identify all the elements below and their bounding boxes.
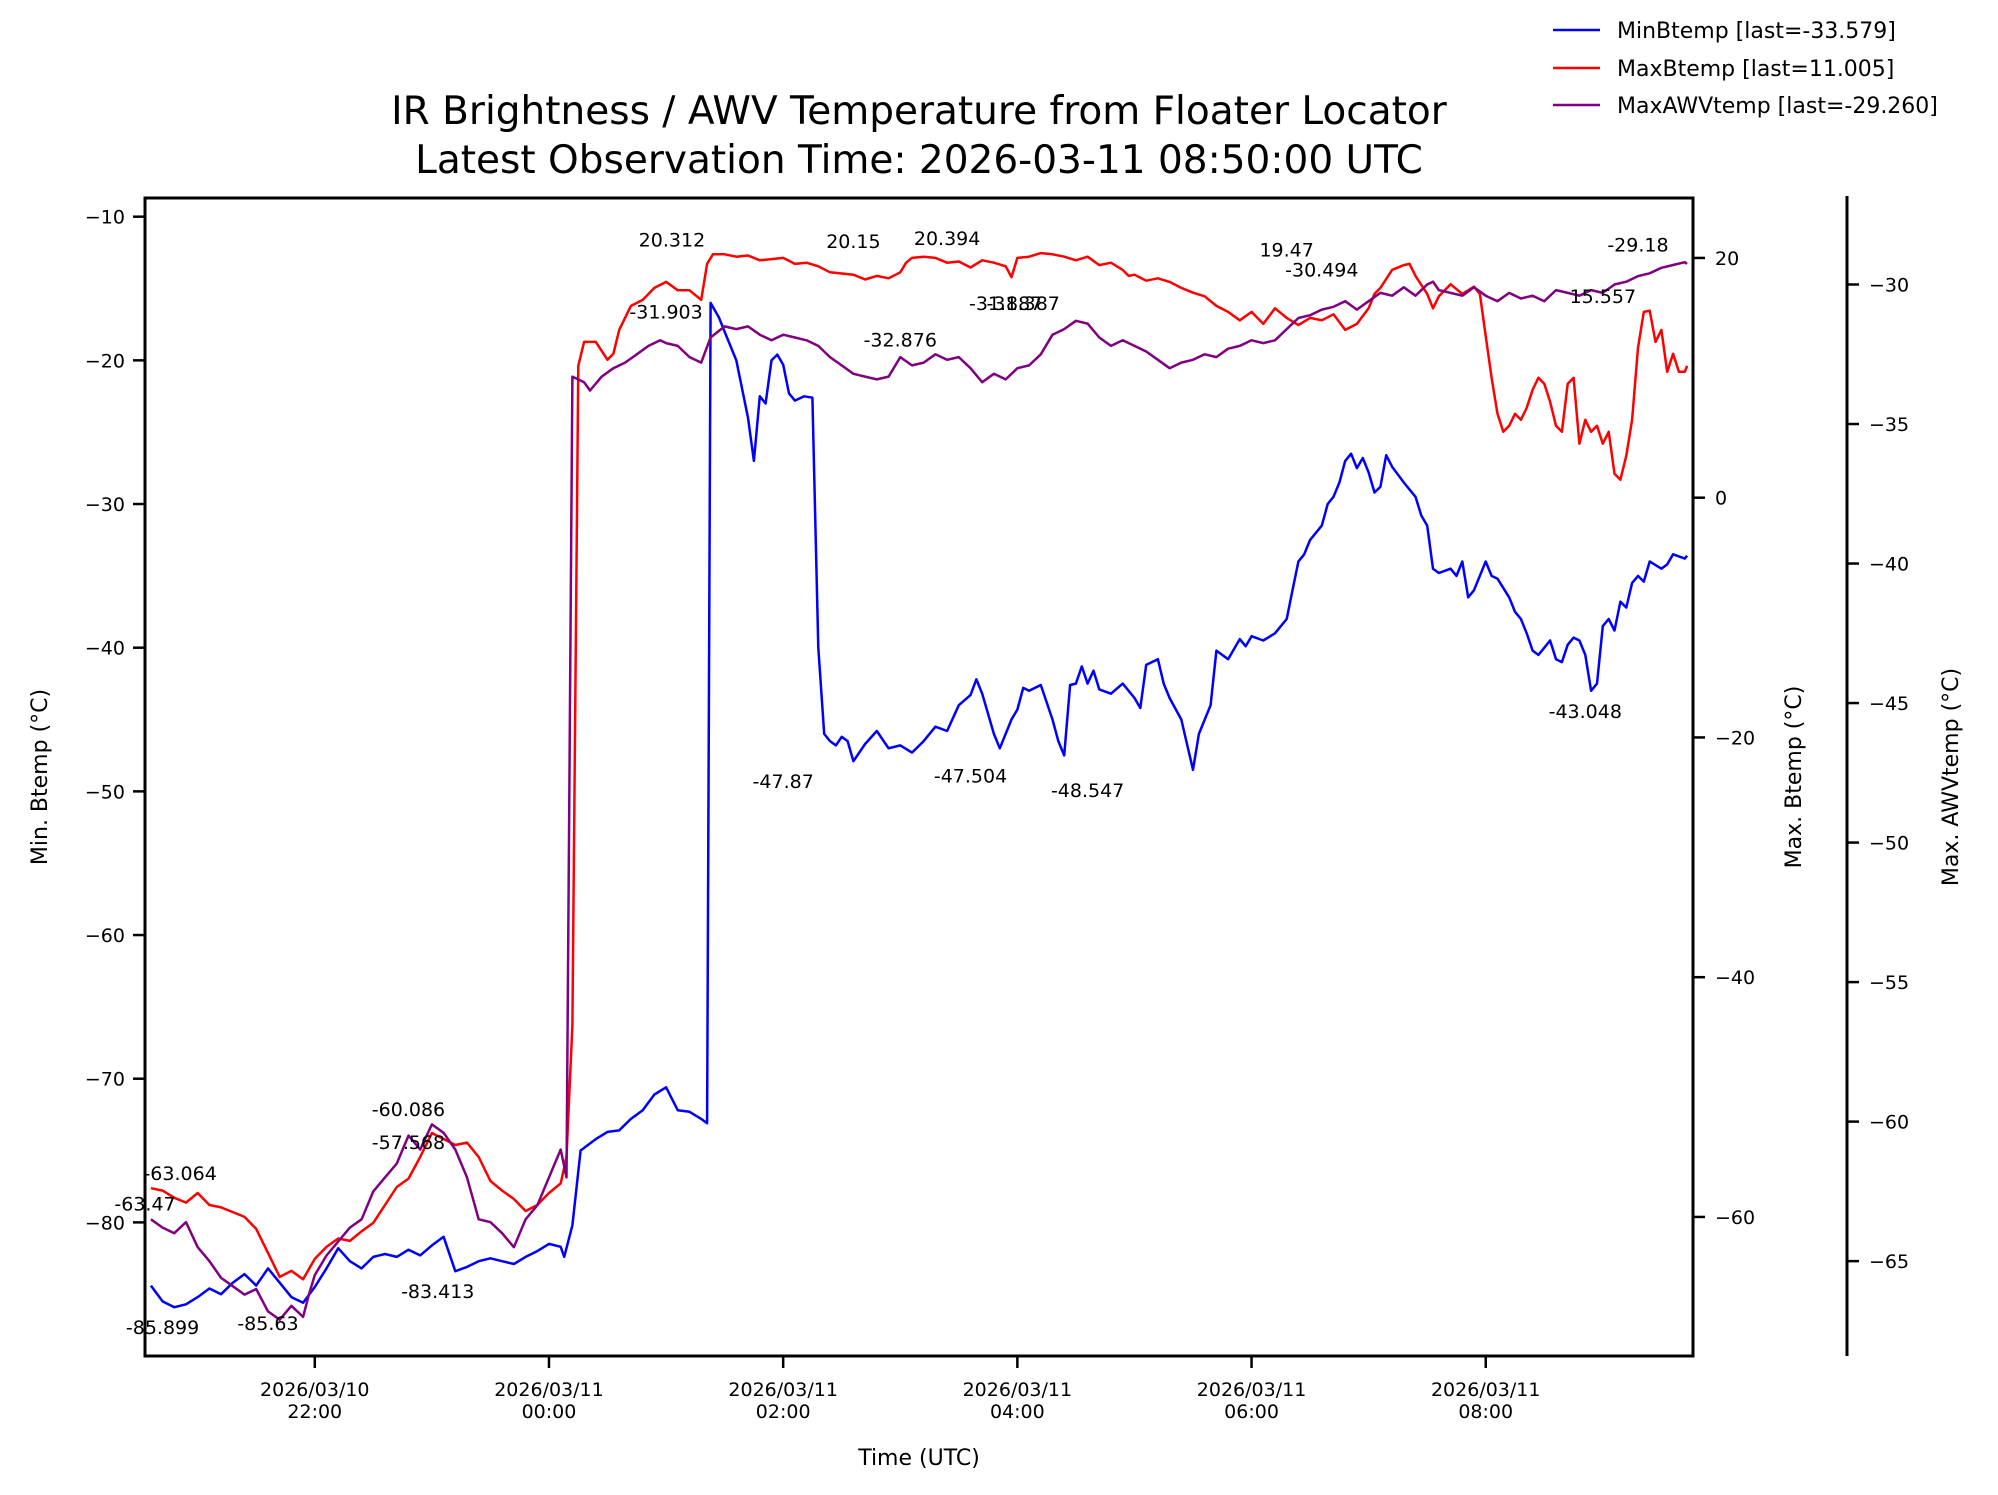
x-tick-label-time: 00:00	[522, 1401, 577, 1423]
left-tick-label: −80	[85, 1212, 125, 1234]
data-annotation: -31.887	[969, 293, 1042, 315]
data-annotation: -30.494	[1285, 260, 1358, 282]
x-tick-label-date: 2026/03/11	[1431, 1379, 1541, 1401]
right1-tick-label: −40	[1715, 967, 1755, 989]
legend-label-maxbtemp: MaxBtemp [last=11.005]	[1617, 57, 1894, 82]
right2-tick-label: −35	[1869, 414, 1909, 436]
data-annotation: -63.47	[114, 1193, 175, 1215]
chart-title-line-2: Latest Observation Time: 2026-03-11 08:5…	[415, 138, 1423, 183]
series-layer	[149, 251, 1689, 1321]
right2-axis-ticks: −65 −60 −55 −50 −45 −40 −35 −30	[1847, 275, 1909, 1273]
right2-tick-label: −60	[1869, 1112, 1909, 1134]
x-tick-label-date: 2026/03/11	[1197, 1379, 1307, 1401]
left-tick-label: −40	[85, 638, 125, 660]
data-annotation: 20.312	[639, 229, 705, 251]
right1-tick-label: 20	[1715, 248, 1739, 270]
data-annotation: -31.903	[629, 301, 702, 323]
x-axis-ticks: 2026/03/1022:002026/03/1100:002026/03/11…	[260, 1356, 1540, 1423]
x-tick-label-time: 08:00	[1458, 1401, 1513, 1423]
right2-axis-label: Max. AWVtemp (°C)	[1939, 668, 1964, 886]
data-annotation: -48.547	[1051, 780, 1124, 802]
data-annotation: -47.87	[753, 771, 814, 793]
right1-tick-label: 0	[1715, 488, 1727, 510]
data-annotation: -31.387	[987, 293, 1060, 315]
data-annotation: -32.876	[864, 329, 937, 351]
x-tick-label-time: 04:00	[990, 1401, 1045, 1423]
left-tick-label: −10	[85, 207, 125, 229]
left-tick-label: −30	[85, 494, 125, 516]
x-tick-label-date: 2026/03/11	[963, 1379, 1073, 1401]
data-annotation: -57.568	[372, 1132, 445, 1154]
x-tick-label-date: 2026/03/11	[728, 1379, 838, 1401]
right1-axis-label: Max. Btemp (°C)	[1782, 686, 1807, 869]
data-annotation: -85.63	[237, 1313, 298, 1335]
left-axis-ticks: −80 −70 −60 −50 −40 −30 −20 −10	[85, 207, 145, 1234]
series-line-minbtemp	[149, 301, 1689, 1309]
left-tick-label: −50	[85, 781, 125, 803]
left-tick-label: −20	[85, 350, 125, 372]
left-tick-label: −60	[85, 925, 125, 947]
data-annotation: 20.15	[826, 231, 880, 253]
left-tick-label: −70	[85, 1069, 125, 1091]
x-axis-label: Time (UTC)	[857, 1446, 980, 1471]
right2-tick-label: −55	[1869, 972, 1909, 994]
data-annotation: -47.504	[934, 765, 1007, 787]
legend-label-minbtemp: MinBtemp [last=-33.579]	[1617, 19, 1896, 44]
data-annotation: 19.47	[1259, 239, 1313, 261]
chart-title-line-1: IR Brightness / AWV Temperature from Flo…	[391, 89, 1448, 134]
right2-tick-label: −65	[1869, 1251, 1909, 1273]
x-tick-label-date: 2026/03/11	[494, 1379, 604, 1401]
data-annotation: 20.394	[914, 228, 980, 250]
series-line-maxbtemp	[150, 251, 1689, 1281]
right2-tick-label: −50	[1869, 833, 1909, 855]
data-annotation: -83.413	[401, 1281, 474, 1303]
legend: MinBtemp [last=-33.579] MaxBtemp [last=1…	[1553, 19, 1938, 119]
x-tick-label-date: 2026/03/10	[260, 1379, 370, 1401]
legend-label-maxawvtemp: MaxAWVtemp [last=-29.260]	[1617, 94, 1938, 119]
series-line-maxawvtemp	[150, 260, 1688, 1321]
plot-frame	[143, 196, 1695, 1358]
right1-tick-label: −60	[1715, 1207, 1755, 1229]
right2-tick-label: −30	[1869, 275, 1909, 297]
right1-tick-label: −20	[1715, 727, 1755, 749]
data-annotation: -85.899	[126, 1317, 199, 1339]
data-annotation: -60.086	[372, 1099, 445, 1121]
right2-tick-label: −40	[1869, 554, 1909, 576]
data-annotation: 15.557	[1570, 286, 1636, 308]
data-annotation: -43.048	[1549, 701, 1622, 723]
x-tick-label-time: 02:00	[756, 1401, 811, 1423]
annotations: -85.899 -85.63 -83.413 -47.87 -47.504 -48.547…	[114, 228, 1668, 1339]
right2-tick-label: −45	[1869, 693, 1909, 715]
data-annotation: -29.18	[1607, 234, 1668, 256]
right1-axis-ticks: −60 −40 −20 0 20	[1693, 248, 1755, 1229]
left-axis-label: Min. Btemp (°C)	[28, 689, 53, 865]
x-tick-label-time: 22:00	[287, 1401, 342, 1423]
data-annotation: -63.064	[143, 1163, 216, 1185]
x-tick-label-time: 06:00	[1224, 1401, 1279, 1423]
